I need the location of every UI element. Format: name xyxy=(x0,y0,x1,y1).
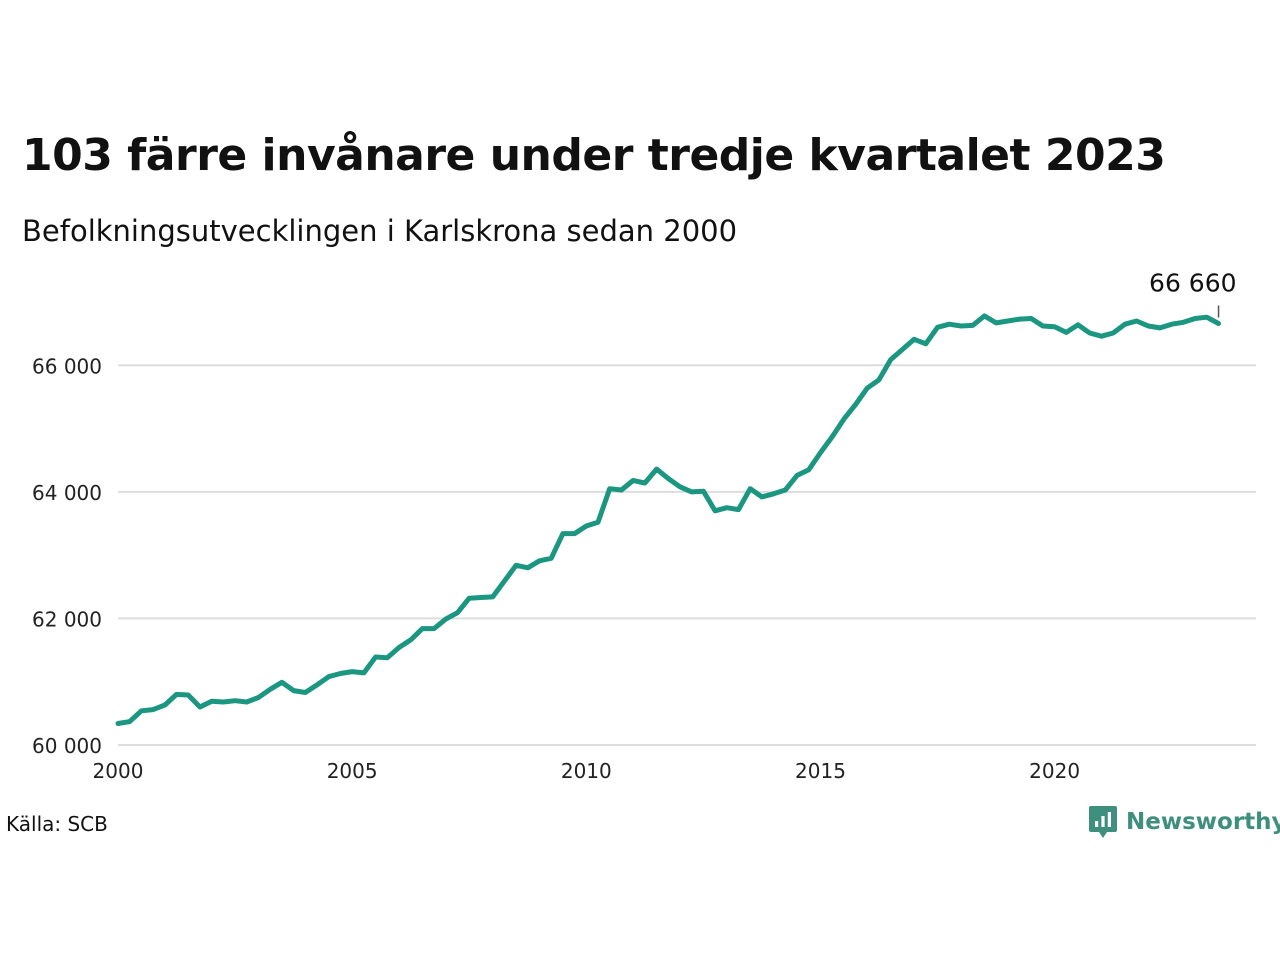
chart-subtitle: Befolkningsutvecklingen i Karlskrona sed… xyxy=(22,214,738,248)
x-tick-label: 2005 xyxy=(327,759,378,783)
series-line xyxy=(115,313,1221,726)
series-group xyxy=(115,313,1221,726)
y-tick-label: 64 000 xyxy=(32,481,102,505)
x-tick-label: 2000 xyxy=(93,759,144,783)
brand-name: Newsworthy xyxy=(1126,809,1280,835)
x-tick-label: 2015 xyxy=(795,759,846,783)
x-axis-ticks: 2000 2005 2010 2015 2020 xyxy=(93,759,1081,783)
brand-logo[interactable]: Newsworthy xyxy=(1088,804,1280,840)
x-tick-label: 2020 xyxy=(1029,759,1080,783)
annotation-label: 66 660 xyxy=(1149,269,1236,298)
y-axis-ticks: 60 000 62 000 64 000 66 000 xyxy=(32,354,102,758)
source-note: Källa: SCB xyxy=(6,812,108,836)
annotation-group: 66 660 xyxy=(1149,269,1237,318)
y-tick-label: 66 000 xyxy=(32,354,102,378)
x-tick-label: 2010 xyxy=(561,759,612,783)
y-tick-label: 60 000 xyxy=(32,734,102,758)
newsworthy-icon xyxy=(1089,806,1117,838)
chart-title: 103 färre invånare under tredje kvartale… xyxy=(22,130,1166,181)
y-tick-label: 62 000 xyxy=(32,607,102,631)
